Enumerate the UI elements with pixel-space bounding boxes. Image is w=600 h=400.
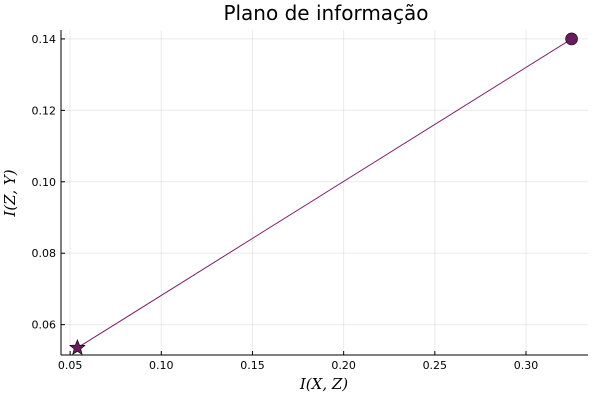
series-layer bbox=[69, 32, 578, 355]
y-tick-label: 0.12 bbox=[32, 104, 57, 117]
x-tick-label: 0.10 bbox=[149, 359, 174, 372]
x-tick-label: 0.05 bbox=[58, 359, 83, 372]
x-tick-label: 0.30 bbox=[514, 359, 539, 372]
y-tick-label: 0.10 bbox=[32, 176, 57, 189]
y-tick-label: 0.14 bbox=[32, 33, 57, 46]
ticks: 0.05 0.10 0.15 0.20 0.25 0.30 0.06 0.08 0.10 0.12… bbox=[32, 33, 539, 372]
x-tick-label: 0.20 bbox=[331, 359, 356, 372]
chart-title: Plano de informação bbox=[223, 1, 428, 25]
x-axis-label: I(X, Z) bbox=[299, 375, 348, 393]
end-point-circle-marker bbox=[565, 32, 578, 46]
y-tick-label: 0.06 bbox=[32, 319, 57, 332]
y-tick-label: 0.08 bbox=[32, 247, 57, 260]
start-point-star-marker bbox=[69, 339, 86, 355]
axes bbox=[60, 30, 588, 356]
grid bbox=[61, 30, 588, 355]
series-line bbox=[77, 38, 572, 349]
y-axis-label: I(Z, Y) bbox=[1, 169, 19, 217]
x-tick-label: 0.15 bbox=[240, 359, 265, 372]
x-tick-label: 0.25 bbox=[423, 359, 448, 372]
